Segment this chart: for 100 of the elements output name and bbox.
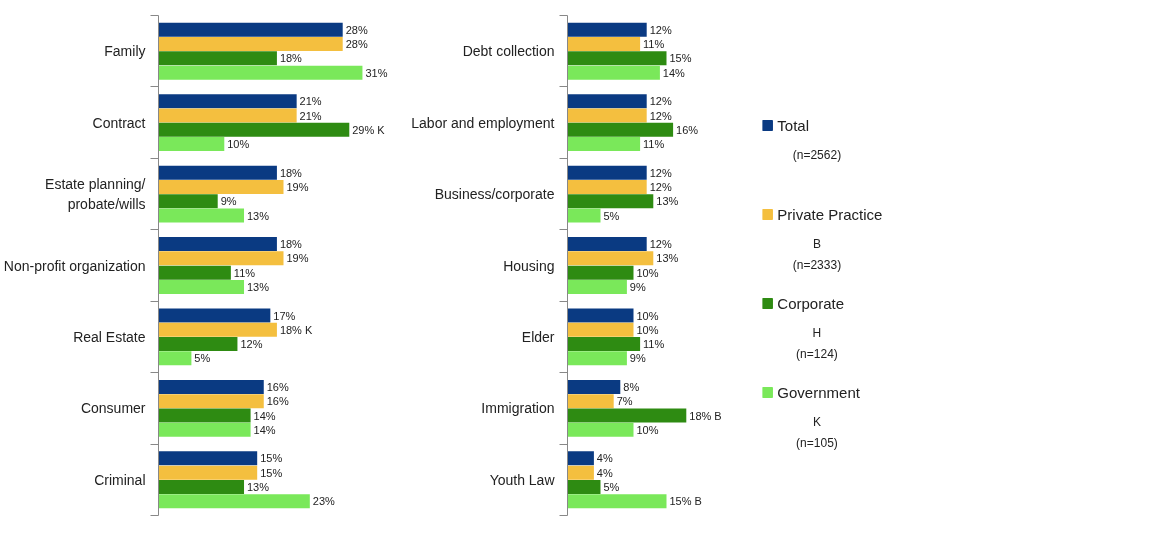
- bar: [158, 165, 277, 180]
- y-tick-label: Contract: [92, 114, 146, 131]
- bar: [567, 94, 647, 109]
- data-label: 12%: [649, 238, 672, 251]
- bar: [567, 322, 634, 337]
- text: (n=2562): [792, 148, 842, 162]
- data-label: 11%: [643, 338, 665, 351]
- data-label: 21%: [299, 109, 322, 122]
- data-label: 14%: [253, 409, 276, 422]
- bar: [567, 237, 647, 252]
- bar: [158, 379, 264, 394]
- data-label: 12%: [649, 109, 672, 122]
- bar: [567, 194, 654, 209]
- bar: [567, 279, 627, 294]
- bar: [567, 22, 647, 37]
- bar: [567, 479, 601, 494]
- data-label: 21%: [299, 95, 322, 108]
- data-label: 8%: [623, 380, 640, 393]
- data-label: 17%: [273, 309, 296, 322]
- legend-label: Total: [777, 117, 810, 134]
- bar: [567, 308, 634, 323]
- data-label: 18%: [279, 238, 303, 251]
- bar: [158, 179, 284, 194]
- text: B (n=2333): [792, 237, 842, 272]
- data-label: 23%: [312, 495, 336, 508]
- data-label: 4%: [596, 466, 613, 479]
- bar: [567, 351, 627, 366]
- y-tick-label: Estate planning/ probate/wills: [45, 176, 146, 212]
- bar: [158, 422, 251, 437]
- bar: [158, 194, 218, 209]
- data-label: 12%: [240, 338, 263, 351]
- data-label: 13%: [246, 280, 270, 293]
- bar: [567, 337, 641, 352]
- data-label: 9%: [220, 195, 237, 208]
- bar: [567, 379, 621, 394]
- y-tick-label: Housing: [503, 257, 555, 274]
- bar: [567, 165, 647, 180]
- y-tick-label: Immigration: [481, 400, 555, 417]
- data-label: 18%: [279, 52, 303, 65]
- data-label: 9%: [629, 280, 646, 293]
- y-tick-label: Non-profit organization: [3, 257, 146, 274]
- data-label: 12%: [649, 23, 672, 36]
- data-label: 10%: [636, 423, 659, 436]
- bar: [158, 322, 277, 337]
- bar: [567, 265, 634, 280]
- y-tick-label: Elder: [521, 328, 555, 345]
- bar: [158, 337, 238, 352]
- bar: [158, 108, 297, 123]
- data-label: 9%: [629, 352, 646, 365]
- bar: [567, 122, 674, 137]
- data-label: 16%: [266, 395, 289, 408]
- data-label: 13%: [656, 195, 679, 208]
- data-label: 18% B: [689, 409, 722, 422]
- data-label: 5%: [194, 352, 211, 365]
- bar: [158, 394, 264, 409]
- y-tick-label: Business/corporate: [434, 186, 555, 203]
- data-label: 15%: [669, 52, 692, 65]
- y-tick-label: Real Estate: [73, 328, 146, 345]
- y-tick-label: Youth Law: [489, 471, 556, 488]
- data-label: 15%: [260, 452, 283, 465]
- data-label: 11%: [643, 138, 665, 151]
- bar: [158, 122, 350, 137]
- data-label: 5%: [603, 480, 620, 493]
- bar: [567, 51, 667, 66]
- data-label: 11%: [233, 266, 256, 279]
- data-label: 13%: [246, 209, 270, 222]
- bar: [567, 65, 660, 80]
- data-label: 16%: [676, 123, 699, 136]
- data-label: 16%: [266, 380, 289, 393]
- bar: [567, 408, 687, 423]
- data-label: 12%: [649, 95, 672, 108]
- data-label: 31%: [365, 66, 388, 79]
- bar: [567, 465, 594, 480]
- bar: [158, 279, 245, 294]
- data-label: 7%: [616, 395, 633, 408]
- text: H (n=124): [796, 326, 838, 361]
- legend-label: Government: [777, 384, 861, 401]
- data-label: 10%: [636, 309, 659, 322]
- data-label: 13%: [656, 252, 679, 265]
- bar: [567, 108, 647, 123]
- bar: [158, 251, 284, 266]
- bar: [158, 308, 271, 323]
- data-label: 12%: [649, 180, 672, 193]
- bar: [158, 494, 310, 509]
- data-label: 14%: [253, 423, 276, 436]
- data-label: 12%: [649, 166, 672, 179]
- bar: [158, 65, 363, 80]
- data-label: 29% K: [352, 123, 386, 136]
- y-tick-label: Family: [104, 43, 146, 60]
- data-label: 18% K: [279, 323, 313, 336]
- bar: [158, 94, 297, 109]
- bar: [158, 137, 225, 152]
- y-tick-label: Labor and employment: [411, 114, 555, 131]
- bar: [567, 137, 641, 152]
- bar: [567, 208, 601, 223]
- bar: [158, 22, 343, 37]
- bar: [158, 351, 192, 366]
- y-tick-label: Criminal: [94, 471, 146, 488]
- data-label: 28%: [345, 38, 368, 51]
- data-label: 4%: [596, 452, 613, 465]
